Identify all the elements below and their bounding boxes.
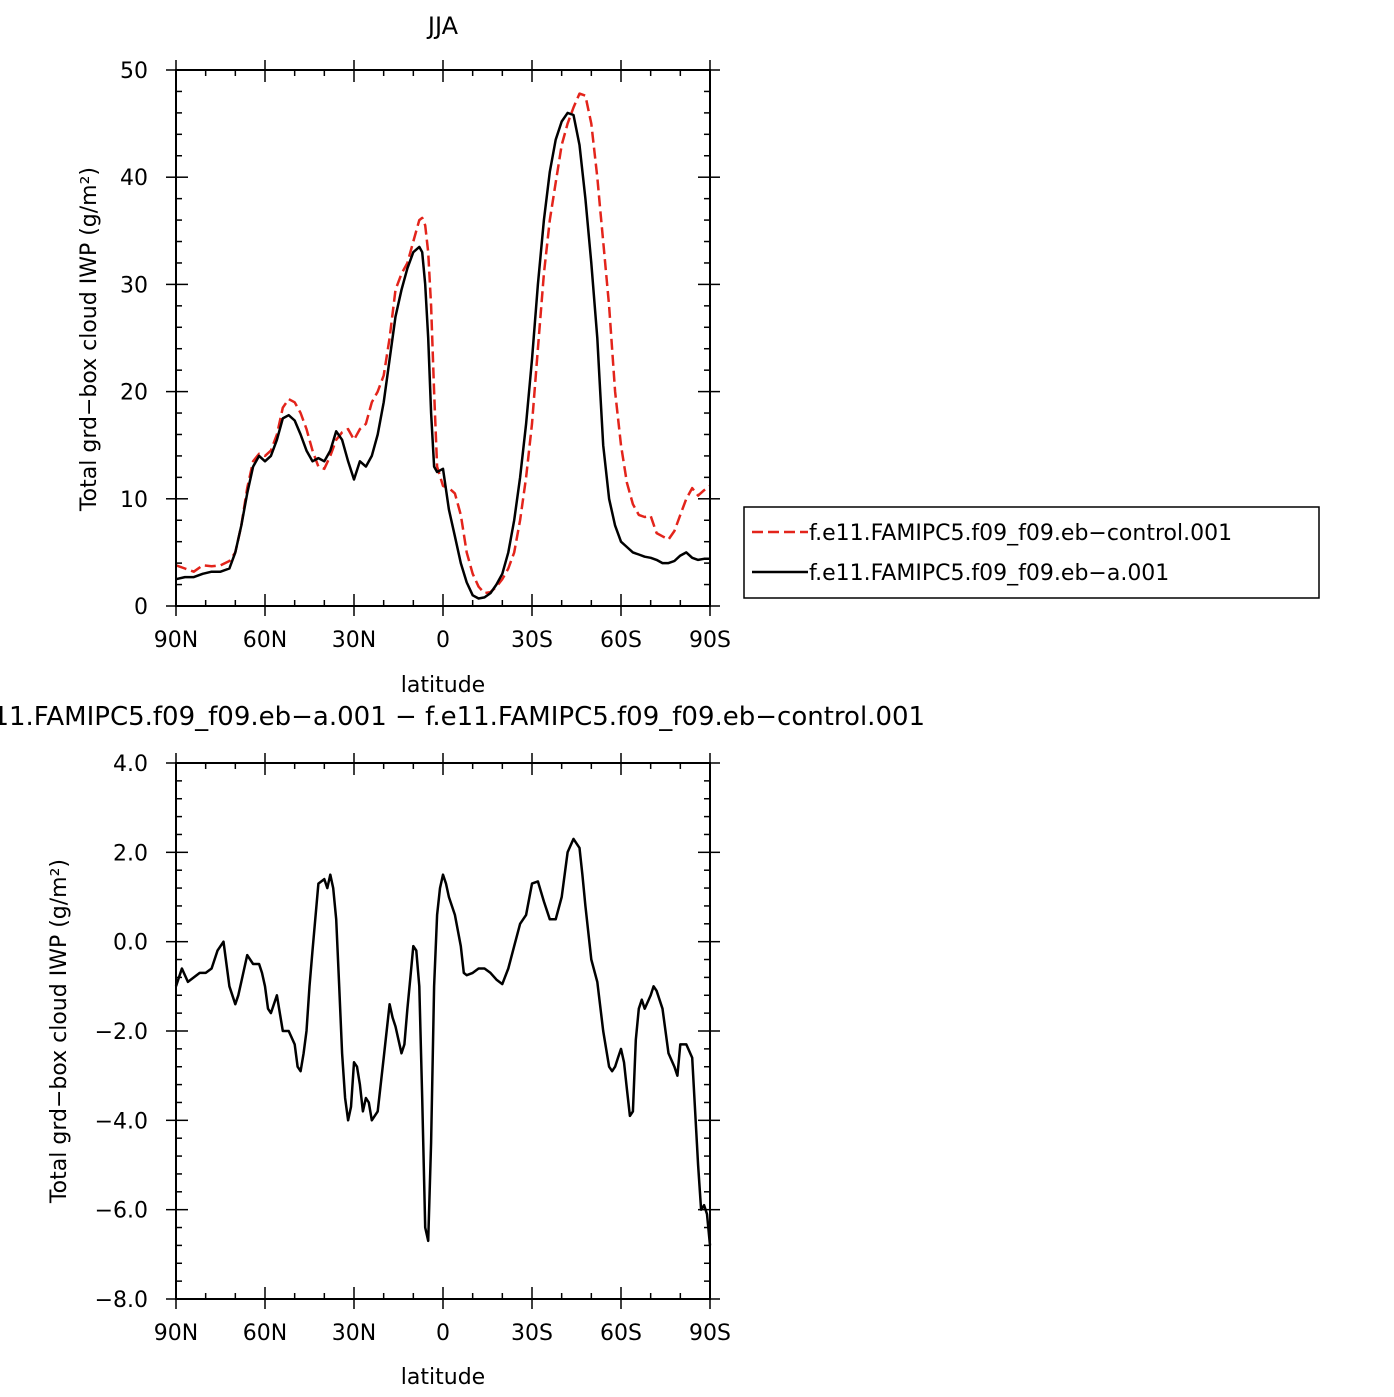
- top-y-tick-label: 10: [120, 488, 148, 513]
- bottom-x-tick-label: 60N: [243, 1321, 287, 1346]
- bottom-x-tick-label: 0: [436, 1321, 450, 1346]
- bottom-x-tick-label: 60S: [600, 1321, 642, 1346]
- top-x-tick-label: 90N: [154, 628, 198, 653]
- top-chart-title: JJA: [426, 12, 459, 40]
- top-y-axis-label: Total grd−box cloud IWP (g/m²): [77, 167, 102, 512]
- bottom-plot-frame: [175, 762, 711, 1300]
- bottom-y-tick-label: 4.0: [113, 752, 148, 777]
- bottom-x-tick-label: 90S: [689, 1321, 731, 1346]
- bottom-x-axis-label: latitude: [401, 1365, 485, 1390]
- top-x-tick-label: 90S: [689, 628, 731, 653]
- bottom-y-tick-label: 0.0: [113, 931, 148, 956]
- legend: f.e11.FAMIPC5.f09_f09.eb−control.001 f.e…: [743, 506, 1320, 599]
- top-y-tick-label: 40: [120, 166, 148, 191]
- bottom-y-tick-label: −4.0: [95, 1109, 148, 1134]
- bottom-panel: f.e11.FAMIPC5.f09_f09.eb−a.001 − f.e11.F…: [0, 702, 925, 1390]
- legend-label-control: f.e11.FAMIPC5.f09_f09.eb−control.001: [809, 521, 1232, 546]
- legend-label-a: f.e11.FAMIPC5.f09_f09.eb−a.001: [809, 561, 1169, 586]
- bottom-y-tick-label: −2.0: [95, 1020, 148, 1045]
- bottom-y-axis-label: Total grd−box cloud IWP (g/m²): [47, 859, 72, 1204]
- bottom-y-tick-label: 2.0: [113, 841, 148, 866]
- legend-box: [743, 506, 1320, 599]
- bottom-x-tick-label: 30N: [332, 1321, 376, 1346]
- top-panel: JJA 90N 60N 30N 0 30S 60S 90S 0 10 20 30 40 50 latit…: [77, 12, 731, 698]
- bottom-series-line-0: [174, 837, 712, 1246]
- top-series-line-1: [175, 111, 710, 600]
- top-y-tick-label: 0: [134, 595, 148, 620]
- bottom-plot-area: 90N 60N 30N 0 30S 60S 90S −8.0 −6.0 −4.0 −2.0 0.0 2.…: [95, 752, 731, 1346]
- top-y-tick-label: 30: [120, 273, 148, 298]
- top-x-tick-label: 30S: [511, 628, 553, 653]
- top-x-tick-label: 60N: [243, 628, 287, 653]
- bottom-x-tick-label: 90N: [154, 1321, 198, 1346]
- bottom-x-tick-label: 30S: [511, 1321, 553, 1346]
- bottom-chart-title: f.e11.FAMIPC5.f09_f09.eb−a.001 − f.e11.F…: [0, 702, 925, 732]
- top-y-tick-label: 50: [120, 59, 148, 84]
- top-plot-area: 90N 60N 30N 0 30S 60S 90S 0 10 20 30 40 50: [120, 59, 731, 653]
- top-x-axis-label: latitude: [401, 673, 485, 698]
- top-y-tick-label: 20: [120, 381, 148, 406]
- bottom-y-tick-label: −8.0: [95, 1288, 148, 1313]
- top-plot-frame: [175, 69, 711, 607]
- top-x-tick-label: 0: [436, 628, 450, 653]
- top-x-tick-label: 30N: [332, 628, 376, 653]
- bottom-y-tick-label: −6.0: [95, 1199, 148, 1224]
- top-series-line-0: [175, 92, 711, 595]
- top-x-tick-label: 60S: [600, 628, 642, 653]
